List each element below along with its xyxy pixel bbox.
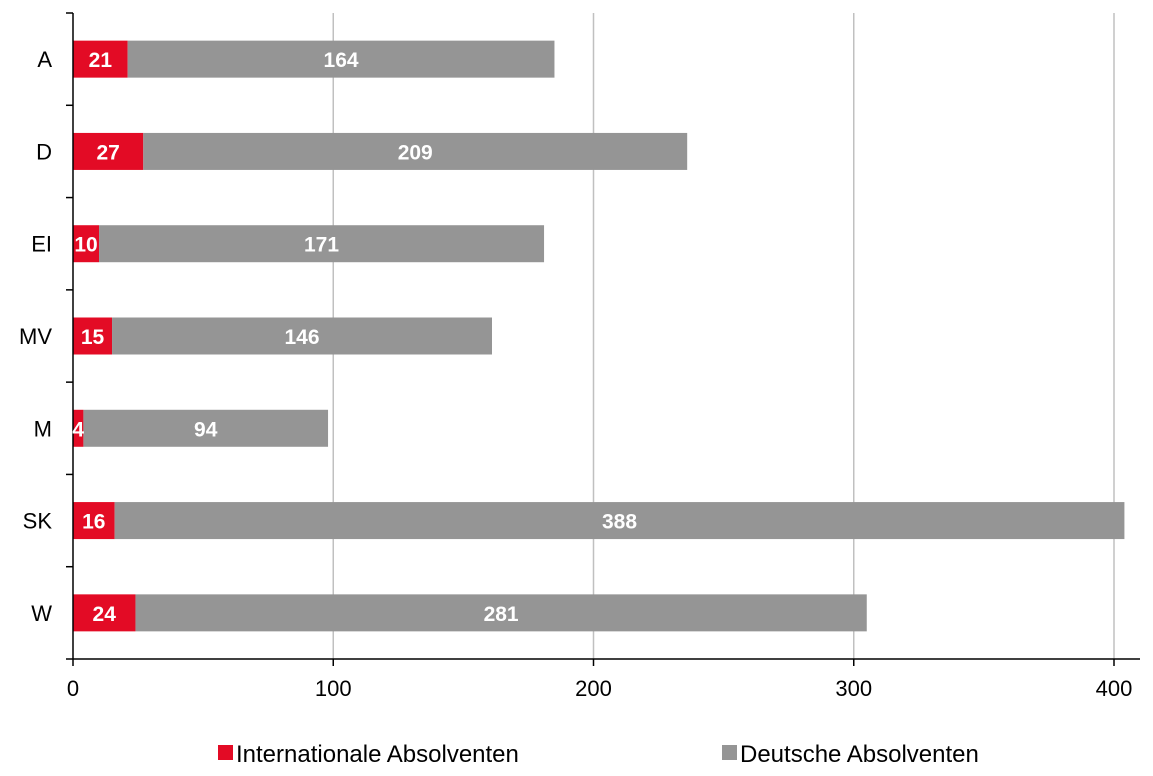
bar-M-series-0	[73, 409, 84, 447]
bar-D-series-1	[143, 132, 688, 170]
data-label-SK-series-1: 388	[602, 511, 637, 534]
category-label-MV: MV	[19, 324, 52, 349]
data-label-SK-series-0: 16	[82, 511, 105, 534]
category-label-SK: SK	[23, 509, 53, 534]
x-tick-label-100: 100	[315, 676, 352, 701]
data-label-EI-series-1: 171	[304, 234, 339, 257]
labels: 21 164 A 27 209 D 10 171 EI 15 146 MV 4 94 M 16 388 SK 24 2…	[19, 47, 1132, 701]
legend-label-1: Deutsche Absolventen	[740, 741, 979, 768]
bar-A-series-1	[127, 40, 555, 78]
data-label-M-series-1: 94	[194, 418, 218, 441]
bar-SK-series-0	[73, 502, 115, 540]
category-label-M: M	[34, 416, 52, 441]
category-label-A: A	[37, 47, 52, 72]
bar-W-series-1	[135, 594, 867, 632]
category-label-W: W	[31, 601, 52, 626]
x-tick-label-300: 300	[835, 676, 872, 701]
x-tick-label-200: 200	[575, 676, 612, 701]
legend: Internationale Absolventen Deutsche Absol…	[218, 741, 979, 768]
bar-D-series-0	[73, 132, 144, 170]
data-label-MV-series-1: 146	[284, 326, 319, 349]
axes	[66, 12, 1140, 666]
legend-swatch-0	[218, 745, 233, 760]
data-label-M-series-0: 4	[72, 418, 84, 441]
x-tick-label-400: 400	[1096, 676, 1133, 701]
bars	[73, 40, 1125, 632]
legend-label-0: Internationale Absolventen	[236, 741, 519, 768]
data-label-A-series-1: 164	[324, 49, 359, 72]
x-tick-label-0: 0	[67, 676, 79, 701]
bar-A-series-0	[73, 40, 128, 78]
data-label-EI-series-0: 10	[74, 234, 97, 257]
data-label-D-series-1: 209	[398, 141, 433, 164]
legend-swatch-1	[722, 745, 737, 760]
data-label-A-series-0: 21	[89, 49, 113, 72]
data-label-D-series-0: 27	[96, 141, 119, 164]
category-label-EI: EI	[31, 232, 52, 257]
bar-W-series-0	[73, 594, 136, 632]
data-label-W-series-0: 24	[93, 603, 117, 626]
data-label-W-series-1: 281	[484, 603, 519, 626]
bar-M-series-1	[83, 409, 329, 447]
bar-EI-series-1	[99, 225, 545, 263]
bar-MV-series-0	[73, 317, 113, 355]
bar-MV-series-1	[112, 317, 493, 355]
bar-SK-series-1	[114, 502, 1125, 540]
category-label-D: D	[36, 139, 52, 164]
bar-EI-series-0	[73, 225, 100, 263]
data-label-MV-series-0: 15	[81, 326, 105, 349]
